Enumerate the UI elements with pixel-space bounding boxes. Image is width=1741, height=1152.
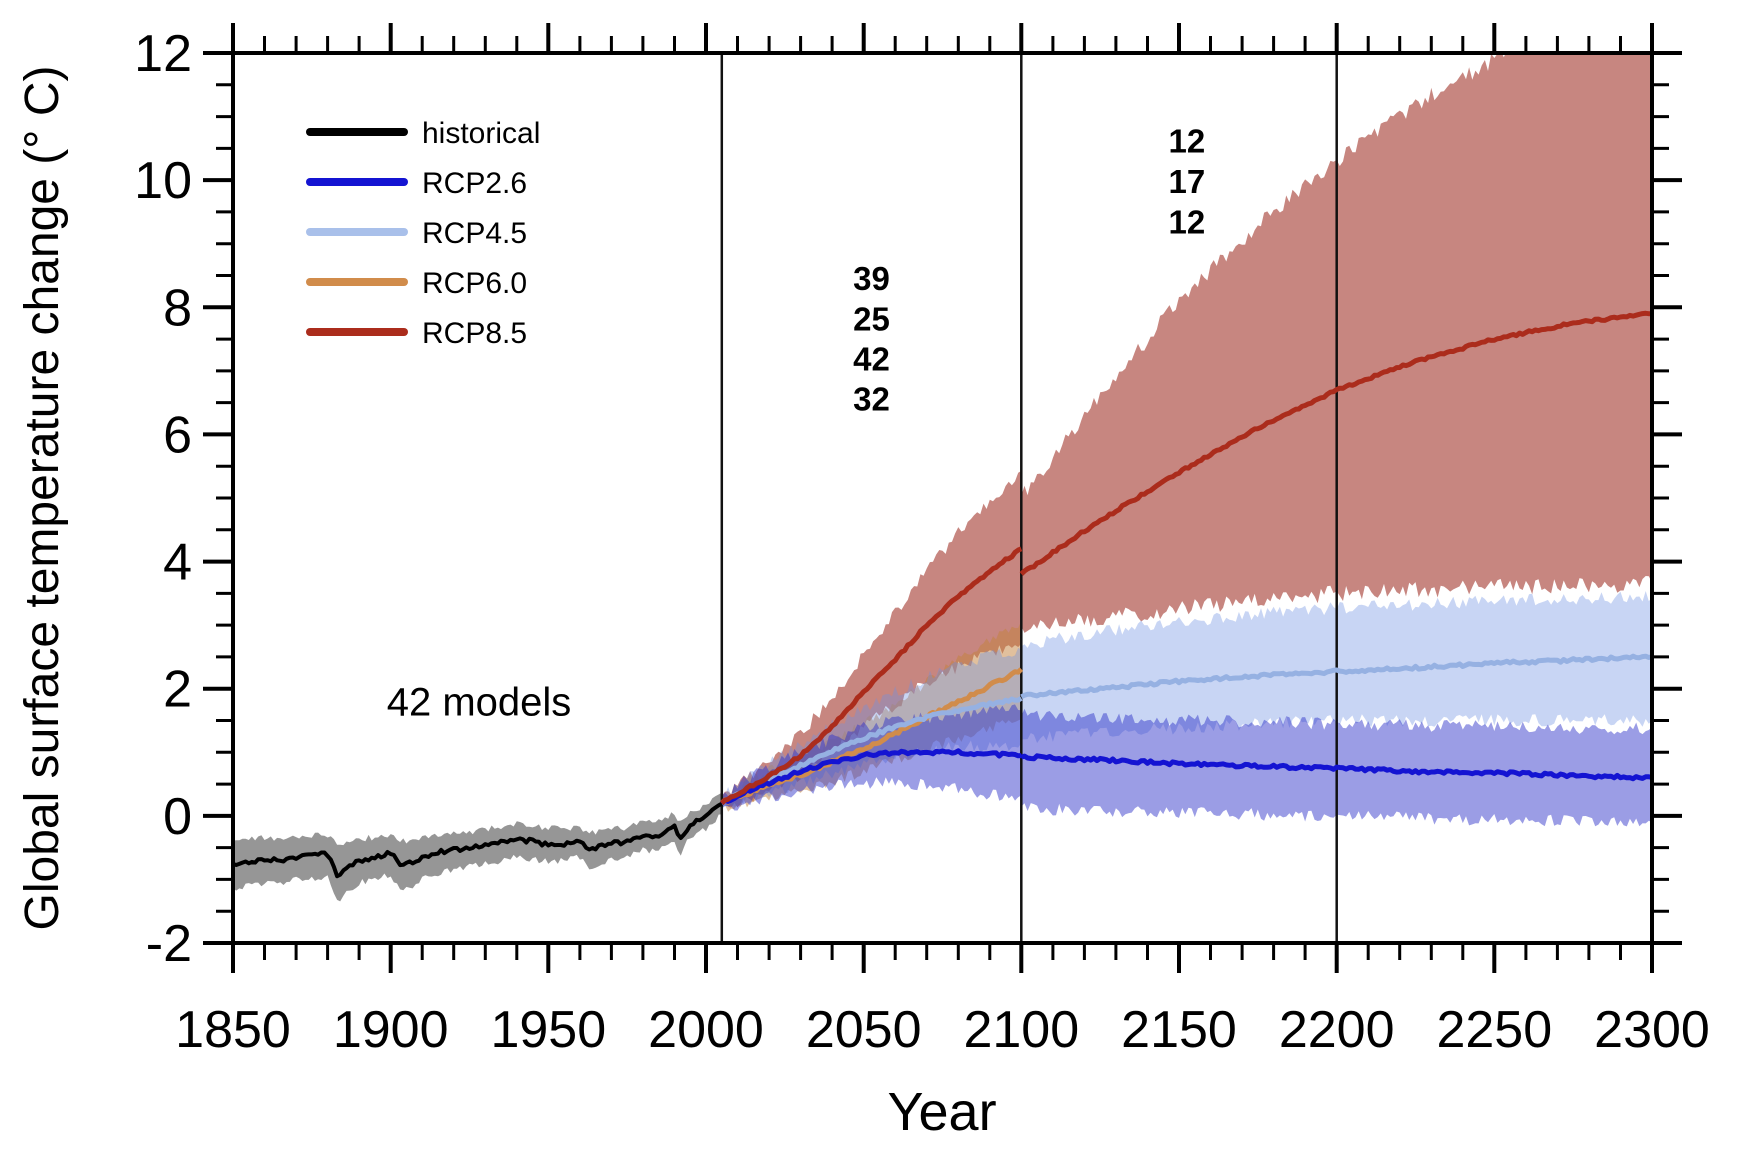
mean-lines-layer bbox=[233, 310, 1652, 879]
legend-entry-rcp85: RCP8.5 bbox=[306, 317, 527, 350]
y-tick-label: 4 bbox=[163, 534, 192, 592]
legend-label-rcp85: RCP8.5 bbox=[422, 317, 527, 350]
model-count-annotation: 25 bbox=[853, 300, 890, 337]
legend-label-rcp60: RCP6.0 bbox=[422, 267, 527, 300]
y-tick-label: 2 bbox=[163, 661, 192, 719]
x-tick-label: 2200 bbox=[1279, 1001, 1395, 1059]
x-tick-label: 2100 bbox=[963, 1001, 1079, 1059]
model-count-annotation: 42 bbox=[853, 340, 890, 377]
x-tick-label: 1850 bbox=[175, 1001, 291, 1059]
x-tick-label: 1900 bbox=[333, 1001, 449, 1059]
rcp26-mean-line-post2100 bbox=[1020, 753, 1652, 782]
y-axis-title: Global surface temperature change (° C) bbox=[16, 66, 69, 931]
x-tick-label: 2050 bbox=[806, 1001, 922, 1059]
rcp45-mean-line-post2100 bbox=[1020, 653, 1652, 700]
y-tick-label: 8 bbox=[163, 279, 192, 337]
rcp60-band bbox=[721, 620, 1022, 812]
y-tick-label: 6 bbox=[163, 406, 192, 464]
y-tick-label: 10 bbox=[134, 152, 192, 210]
legend: historical RCP2.6 RCP4.5 RCP6.0 RCP8.5 bbox=[306, 117, 540, 350]
model-count-annotation: 39 bbox=[853, 260, 890, 297]
rcp26-mean-line-pre2100 bbox=[720, 748, 1022, 806]
rcp85-mean-line-post2100 bbox=[1019, 310, 1652, 576]
x-tick-label: 2300 bbox=[1594, 1001, 1710, 1059]
model-count-annotation: 32 bbox=[853, 380, 890, 417]
rcp85-band-pre2100 bbox=[721, 470, 1022, 809]
y-tick-label: 0 bbox=[163, 788, 192, 846]
x-tick-label: 2150 bbox=[1121, 1001, 1237, 1059]
x-axis-title: Year bbox=[887, 1082, 996, 1142]
y-tick-label: -2 bbox=[146, 915, 192, 973]
legend-label-rcp26: RCP2.6 bbox=[422, 167, 527, 200]
legend-label-rcp45: RCP4.5 bbox=[422, 217, 527, 250]
model-count-annotation: 12 bbox=[1169, 122, 1206, 159]
historical-mean-line bbox=[233, 801, 723, 879]
reference-lines-layer bbox=[720, 53, 1338, 943]
legend-entry-rcp60: RCP6.0 bbox=[306, 267, 527, 300]
x-tick-label: 1950 bbox=[490, 1001, 606, 1059]
legend-entry-rcp45: RCP4.5 bbox=[306, 217, 527, 250]
x-tick-label: 2000 bbox=[648, 1001, 764, 1059]
model-count-annotation: 12 bbox=[1169, 204, 1206, 241]
legend-entry-rcp26: RCP2.6 bbox=[306, 167, 527, 200]
models-count-note: 42 models bbox=[387, 680, 572, 724]
axes-frame-layer: 1850 1900 1950 2000 2050 2100 2150 2200 2250 2300… bbox=[134, 23, 1710, 1059]
rcp85-mean-line-pre2100 bbox=[720, 546, 1023, 806]
model-count-annotation: 17 bbox=[1169, 163, 1206, 200]
y-tick-label: 12 bbox=[134, 25, 192, 83]
legend-label-historical: historical bbox=[422, 117, 540, 150]
rcp45-mean-line-pre2100 bbox=[720, 696, 1023, 806]
x-tick-label: 2250 bbox=[1436, 1001, 1552, 1059]
legend-entry-historical: historical bbox=[306, 117, 540, 150]
